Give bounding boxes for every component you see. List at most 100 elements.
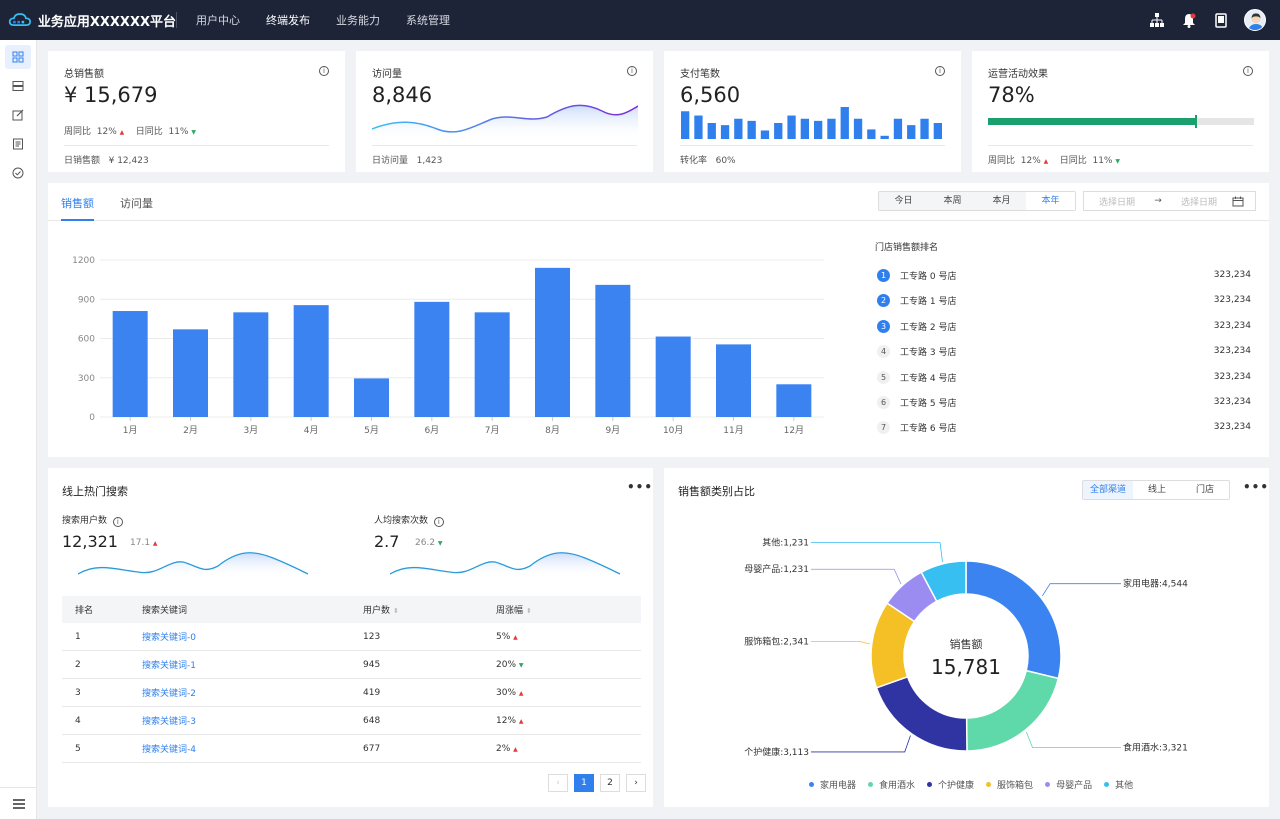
sidebar-item-document[interactable]	[5, 132, 31, 156]
store-sales: 323,234	[1213, 397, 1251, 407]
more-icon[interactable]: •••	[627, 480, 654, 494]
keyword-link[interactable]: 搜索关键词-4	[142, 745, 196, 755]
table-row: 3 搜索关键词-2 419 30% ▲	[62, 679, 641, 707]
tab-visits[interactable]: 访问量	[120, 197, 153, 210]
sort-icon[interactable]: ⬍	[393, 607, 399, 615]
page-1-button[interactable]: 1	[574, 774, 594, 792]
keyword-link[interactable]: 搜索关键词-1	[142, 661, 196, 671]
legend-item[interactable]: 个护健康	[927, 778, 974, 791]
date-range-picker[interactable]: 选择日期 → 选择日期	[1083, 191, 1256, 211]
x-tick-label: 5月	[364, 425, 379, 436]
period-week[interactable]: 本周	[943, 196, 962, 206]
sidebar-toggle[interactable]	[0, 787, 37, 819]
next-page-button[interactable]: ›	[626, 774, 646, 792]
payments-bar	[933, 123, 942, 139]
document-icon	[13, 138, 23, 150]
info-icon[interactable]: i	[319, 66, 329, 76]
tab-sales[interactable]: 销售额	[61, 197, 94, 210]
more-icon[interactable]: •••	[1243, 480, 1270, 494]
avatar[interactable]	[1244, 9, 1266, 31]
sort-icon[interactable]: ⬍	[526, 607, 532, 615]
footer-value: 1,423	[416, 156, 443, 166]
label-leader-line	[1041, 583, 1121, 597]
tablet-icon[interactable]	[1212, 11, 1230, 29]
col-change-label: 周涨幅	[496, 606, 524, 616]
sidebar-item-dashboard[interactable]	[5, 45, 31, 69]
donut-center-label: 销售额	[950, 637, 983, 651]
up-arrow-icon: ▲	[518, 717, 524, 725]
kpi-footer: 日访问量 1,423	[372, 153, 442, 166]
cell-change: 12% ▲	[496, 716, 641, 726]
period-today[interactable]: 今日	[894, 196, 913, 206]
store-name: 工专路 0 号店	[900, 271, 957, 282]
progress-fill	[988, 118, 1196, 125]
change-value: 5%	[496, 631, 511, 642]
table-row: 5 搜索关键词-4 677 2% ▲	[62, 735, 641, 763]
logo[interactable]: 业务应用XXXXXX平台	[0, 11, 176, 30]
legend-item[interactable]: 家用电器	[809, 778, 856, 791]
channel-store[interactable]: 门店	[1195, 485, 1214, 495]
rank-row: 4 工专路 3 号店 323,234	[877, 344, 1251, 358]
col-rank: 排名	[75, 606, 94, 616]
channel-all[interactable]: 全部渠道	[1083, 481, 1133, 499]
payments-bar	[760, 130, 770, 139]
sidebar-item-list[interactable]	[5, 74, 31, 98]
search-users-label: 搜索用户数	[62, 516, 108, 526]
sidebar-item-edit[interactable]	[5, 103, 31, 127]
section-title: 销售额类别占比	[678, 485, 755, 498]
col-change[interactable]: 周涨幅 ⬍	[496, 603, 641, 616]
info-icon[interactable]: i	[627, 66, 637, 76]
nav-system-admin[interactable]: 系统管理	[406, 14, 450, 27]
nav-user-center[interactable]: 用户中心	[196, 14, 240, 27]
wow-label: 周同比	[64, 127, 92, 137]
wow-value: 12%	[96, 127, 117, 137]
date-start-input[interactable]: 选择日期	[1098, 197, 1135, 208]
sales-bar	[474, 312, 510, 417]
down-arrow-icon: ▼	[518, 661, 524, 669]
sales-bar	[716, 344, 751, 417]
channel-online[interactable]: 线上	[1147, 485, 1166, 495]
keyword-link[interactable]: 搜索关键词-3	[142, 717, 196, 727]
period-month[interactable]: 本月	[992, 196, 1011, 206]
page-2-button[interactable]: 2	[600, 774, 620, 792]
store-name: 工专路 5 号店	[900, 398, 957, 409]
legend-dot	[1045, 782, 1051, 787]
footer-value: ¥ 12,423	[108, 156, 149, 166]
period-year[interactable]: 本年	[1026, 192, 1075, 210]
prev-page-button[interactable]: ‹	[548, 774, 568, 792]
footer-value: 60%	[715, 156, 736, 166]
dod-value: 11%	[168, 127, 189, 137]
down-arrow-icon: ▼	[1115, 158, 1120, 165]
rank-row: 6 工专路 5 号店 323,234	[877, 395, 1251, 409]
payments-bar	[800, 118, 809, 139]
kpi-value: 78%	[988, 83, 1035, 107]
info-icon[interactable]: i	[935, 66, 945, 76]
divider	[64, 145, 329, 146]
change-value: 30%	[496, 687, 517, 698]
col-users[interactable]: 用户数 ⬍	[363, 603, 496, 616]
cell-users: 945	[363, 659, 381, 670]
legend-item[interactable]: 其他	[1104, 778, 1133, 791]
nav-terminal-release[interactable]: 终端发布	[266, 14, 310, 27]
legend-item[interactable]: 母婴产品	[1045, 778, 1092, 791]
bell-icon[interactable]	[1180, 11, 1198, 29]
calendar-icon[interactable]	[1232, 196, 1244, 207]
date-end-input[interactable]: 选择日期	[1180, 197, 1217, 208]
nav-divider	[176, 12, 177, 28]
col-keyword: 搜索关键词	[142, 606, 188, 616]
info-icon[interactable]: i	[112, 517, 123, 527]
legend-item[interactable]: 服饰箱包	[986, 778, 1033, 791]
category-donut-chart: 家用电器:4,544 食用酒水:3,321 个护健康:3,113 服饰箱包:2,341…	[744, 536, 1188, 757]
keyword-link[interactable]: 搜索关键词-0	[142, 633, 196, 643]
sidebar-item-check[interactable]	[5, 161, 31, 185]
keyword-link[interactable]: 搜索关键词-2	[142, 689, 196, 699]
legend-item[interactable]: 食用酒水	[868, 778, 915, 791]
org-chart-icon[interactable]	[1148, 11, 1166, 29]
payments-bar	[840, 107, 849, 139]
dod-label: 日同比	[1059, 156, 1087, 166]
donut-slice	[920, 560, 967, 603]
nav-business-capability[interactable]: 业务能力	[336, 14, 380, 27]
search-users-value: 12,321	[62, 532, 118, 551]
info-icon[interactable]: i	[433, 517, 444, 527]
info-icon[interactable]: i	[1243, 66, 1253, 76]
